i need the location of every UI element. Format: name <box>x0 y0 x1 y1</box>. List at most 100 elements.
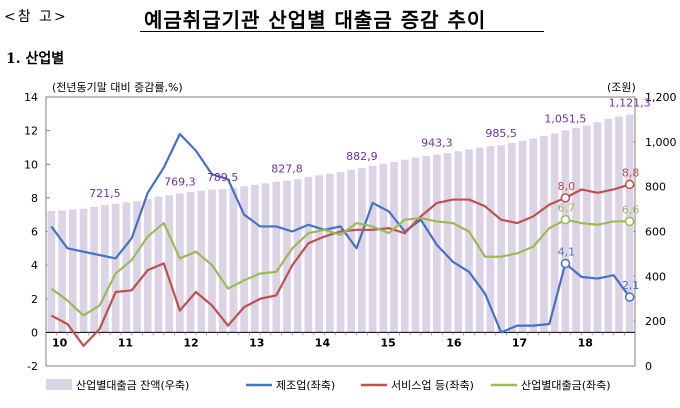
series-line-1 <box>50 183 630 347</box>
left-tick-label: 6 <box>31 226 38 239</box>
bar <box>186 192 195 333</box>
line-value-label: 6,7 <box>558 202 576 215</box>
series-marker <box>560 193 571 203</box>
series-marker <box>624 292 635 302</box>
legend-label: 서비스업 등(좌축) <box>391 379 474 392</box>
bar <box>443 153 452 333</box>
left-tick-label: -2 <box>27 360 38 373</box>
bar <box>240 186 248 333</box>
line-value-label: 2,1 <box>622 279 640 292</box>
x-tick-label: 16 <box>446 336 462 349</box>
bar <box>197 190 206 333</box>
x-tick-label: 17 <box>512 336 527 349</box>
right-tick-label: 1,000 <box>645 136 677 149</box>
bar-value-label: 789,5 <box>207 171 239 184</box>
series-line-2 <box>50 216 630 317</box>
x-tick-label: 15 <box>381 336 396 349</box>
bar <box>368 165 377 333</box>
bar <box>133 201 141 333</box>
bar <box>101 205 109 333</box>
bar <box>347 169 356 333</box>
bar <box>422 155 431 333</box>
x-tick-label: 10 <box>52 336 68 349</box>
x-tick-label: 14 <box>315 336 331 349</box>
bar <box>58 210 66 333</box>
line-value-label: 8,0 <box>558 180 576 193</box>
bar <box>507 142 516 333</box>
bar <box>358 167 366 333</box>
bar <box>68 209 77 333</box>
page-title: 예금취급기관 산업별 대출금 증감 추이 <box>144 8 487 32</box>
bar-value-label: 1,121,3 <box>609 97 651 110</box>
bar <box>615 116 623 333</box>
bar <box>304 177 313 333</box>
bar <box>90 206 99 333</box>
bar <box>111 203 120 333</box>
bar-value-label: 769,3 <box>164 176 196 189</box>
bar-value-label: 721,5 <box>89 187 121 200</box>
series-marker <box>624 179 635 190</box>
line-value-label: 6,6 <box>622 203 640 216</box>
x-tick-label: 12 <box>183 336 198 349</box>
bar <box>411 157 420 333</box>
bar <box>176 193 184 333</box>
bar <box>229 187 238 333</box>
series-line-0 <box>50 132 631 334</box>
right-tick-label: 400 <box>645 270 666 283</box>
x-tick-label: 11 <box>118 336 133 349</box>
bar <box>315 175 323 333</box>
right-tick-label: 600 <box>645 226 666 239</box>
left-axis-title: (전년동기말 대비 증감률,%) <box>52 81 183 94</box>
line-value-label: 8,8 <box>622 166 640 179</box>
legend-label: 산업별대출금(좌축) <box>521 379 611 392</box>
reference-label: <참 고> <box>4 9 68 25</box>
bar <box>293 179 302 333</box>
bar-value-label: 827,8 <box>271 163 303 176</box>
bar <box>454 151 463 333</box>
bar <box>518 140 527 333</box>
title-underline <box>140 31 544 32</box>
series-marker <box>624 216 635 227</box>
right-axis-title: (조원) <box>607 81 636 94</box>
bar <box>561 130 570 333</box>
legend-label: 제조업(좌축) <box>276 379 335 392</box>
left-tick-label: 0 <box>31 326 38 339</box>
bar <box>272 181 281 333</box>
bar <box>261 183 270 333</box>
bar <box>379 163 388 333</box>
bar <box>325 173 334 333</box>
bar <box>47 210 56 333</box>
left-tick-label: 10 <box>24 158 38 171</box>
bar <box>218 189 227 333</box>
right-tick-label: 200 <box>645 315 666 328</box>
right-tick-label: 0 <box>645 360 652 373</box>
bar <box>572 127 580 333</box>
left-tick-label: 14 <box>24 91 38 104</box>
bar <box>529 138 538 333</box>
left-tick-label: 8 <box>31 192 38 205</box>
bar <box>390 162 398 333</box>
bar <box>79 208 88 333</box>
bar <box>486 146 495 333</box>
bar <box>400 159 409 333</box>
bar <box>165 195 174 333</box>
section-heading: 1. 산업별 <box>6 51 65 67</box>
bar-value-label: 943,3 <box>421 137 453 150</box>
x-tick-label: 13 <box>249 336 264 349</box>
legend-swatch <box>46 379 72 390</box>
bar <box>593 122 602 333</box>
bar <box>465 149 473 333</box>
right-tick-label: 800 <box>645 181 666 194</box>
left-tick-label: 12 <box>24 125 38 138</box>
bar <box>582 125 591 333</box>
bar <box>550 133 559 333</box>
bar <box>475 147 484 333</box>
series-marker <box>560 214 571 225</box>
bar <box>122 202 131 333</box>
bar-value-label: 1,051,5 <box>544 112 586 125</box>
bar <box>497 145 505 333</box>
bar <box>250 184 259 333</box>
bar <box>143 198 152 333</box>
right-tick-label: 1,200 <box>645 91 677 104</box>
